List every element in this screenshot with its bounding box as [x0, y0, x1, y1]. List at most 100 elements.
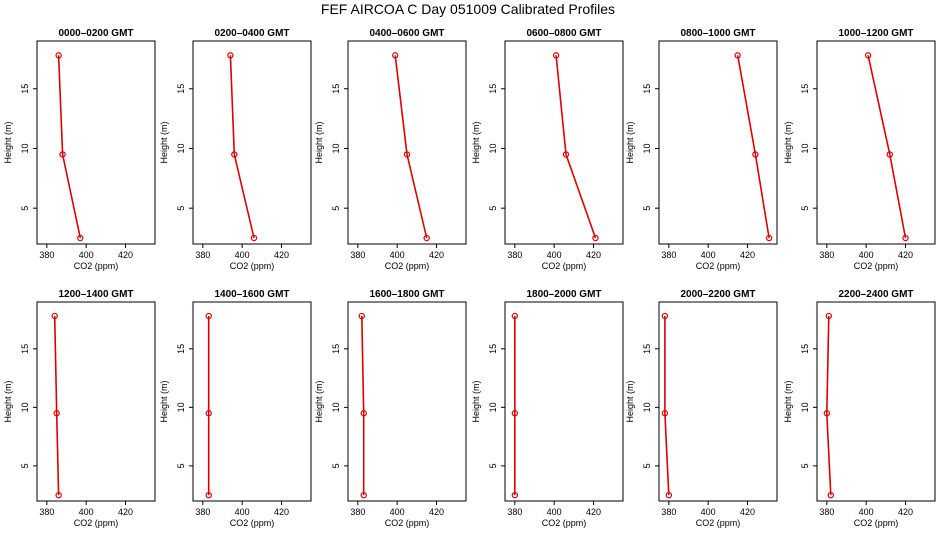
panel-title: 1800–2000 GMT [526, 289, 601, 300]
y-tick-label: 10 [488, 402, 498, 412]
x-tick-label: 420 [740, 507, 755, 517]
data-point [765, 234, 773, 242]
panel-title: 1400–1600 GMT [214, 289, 289, 300]
y-axis-label: Height (m) [314, 380, 324, 422]
plot-frame [347, 40, 467, 245]
x-tick-label: 420 [118, 507, 133, 517]
data-point [511, 410, 519, 417]
y-axis-label: Height (m) [314, 121, 324, 163]
data-point [511, 491, 519, 499]
plot-frame [36, 301, 156, 502]
x-tick-label: 400 [79, 507, 94, 517]
y-axis-label: Height (m) [625, 121, 635, 163]
data-point [823, 410, 831, 417]
x-axis-label: CO2 (ppm) [854, 518, 899, 528]
y-tick-label: 10 [176, 402, 186, 412]
figure-title: FEF AIRCOA C Day 051009 Calibrated Profi… [320, 1, 616, 17]
data-point [752, 151, 759, 158]
plot-frame [658, 301, 778, 502]
y-axis-label: Height (m) [159, 121, 169, 163]
data-point [55, 491, 62, 499]
y-tick-label: 15 [800, 84, 810, 94]
panel-title: 0200–0400 GMT [214, 28, 289, 39]
x-tick-label: 420 [274, 250, 289, 260]
y-tick-label: 15 [20, 84, 30, 94]
y-axis-label: Height (m) [471, 121, 481, 163]
x-tick-label: 380 [661, 250, 676, 260]
data-point [562, 151, 570, 158]
x-tick-label: 380 [507, 250, 522, 260]
x-tick-label: 420 [898, 507, 913, 517]
y-tick-label: 10 [20, 402, 30, 412]
x-tick-label: 400 [235, 250, 250, 260]
y-tick-label: 5 [20, 206, 30, 211]
y-tick-label: 10 [176, 143, 186, 153]
profile-line [825, 315, 832, 496]
x-tick-label: 380 [195, 507, 210, 517]
y-tick-label: 10 [488, 143, 498, 153]
data-point [51, 312, 58, 320]
x-axis-label: CO2 (ppm) [230, 518, 275, 528]
y-tick-label: 10 [331, 143, 341, 153]
x-tick-label: 420 [898, 250, 913, 260]
data-point [227, 52, 234, 59]
x-axis-label: CO2 (ppm) [74, 261, 119, 271]
profile-line [57, 55, 82, 239]
y-tick-label: 10 [642, 402, 652, 412]
x-tick-label: 400 [547, 507, 562, 517]
profile-line [664, 316, 670, 496]
x-tick-label: 420 [586, 507, 601, 517]
x-tick-label: 400 [859, 507, 874, 517]
data-point [205, 491, 212, 499]
plot-frame [504, 40, 624, 245]
x-axis-label: CO2 (ppm) [696, 518, 741, 528]
y-tick-label: 5 [642, 206, 652, 211]
y-tick-label: 15 [488, 84, 498, 94]
y-tick-label: 15 [488, 344, 498, 354]
x-tick-label: 420 [740, 250, 755, 260]
profile-line [229, 55, 255, 239]
x-tick-label: 380 [350, 250, 365, 260]
y-tick-label: 5 [20, 463, 30, 468]
y-tick-label: 5 [488, 463, 498, 468]
profile-line [53, 315, 60, 496]
y-tick-label: 15 [331, 344, 341, 354]
data-point [59, 151, 66, 158]
plot-frame [658, 40, 778, 245]
x-tick-label: 420 [586, 250, 601, 260]
data-point [661, 410, 669, 417]
y-tick-label: 10 [642, 143, 652, 153]
plot-frame [816, 301, 936, 502]
x-axis-label: CO2 (ppm) [542, 518, 587, 528]
x-tick-label: 400 [390, 507, 405, 517]
data-point [358, 312, 365, 320]
x-tick-label: 380 [819, 507, 834, 517]
y-tick-label: 5 [331, 463, 341, 468]
x-tick-label: 400 [79, 250, 94, 260]
data-point [592, 234, 599, 242]
y-tick-label: 15 [800, 344, 810, 354]
panel-title: 1600–1800 GMT [369, 289, 444, 300]
x-tick-label: 420 [274, 507, 289, 517]
x-tick-label: 380 [661, 507, 676, 517]
x-tick-label: 400 [701, 250, 716, 260]
y-tick-label: 15 [642, 84, 652, 94]
y-tick-label: 10 [800, 402, 810, 412]
y-tick-label: 10 [20, 143, 30, 153]
panel-title: 2200–2400 GMT [838, 289, 913, 300]
x-tick-label: 400 [235, 507, 250, 517]
x-axis-label: CO2 (ppm) [696, 261, 741, 271]
plot-frame [192, 301, 312, 502]
y-tick-label: 5 [331, 206, 341, 211]
plot-frame [36, 40, 156, 245]
y-tick-label: 5 [488, 206, 498, 211]
y-tick-label: 5 [800, 206, 810, 211]
x-axis-label: CO2 (ppm) [74, 518, 119, 528]
panel-title: 0800–1000 GMT [680, 28, 755, 39]
